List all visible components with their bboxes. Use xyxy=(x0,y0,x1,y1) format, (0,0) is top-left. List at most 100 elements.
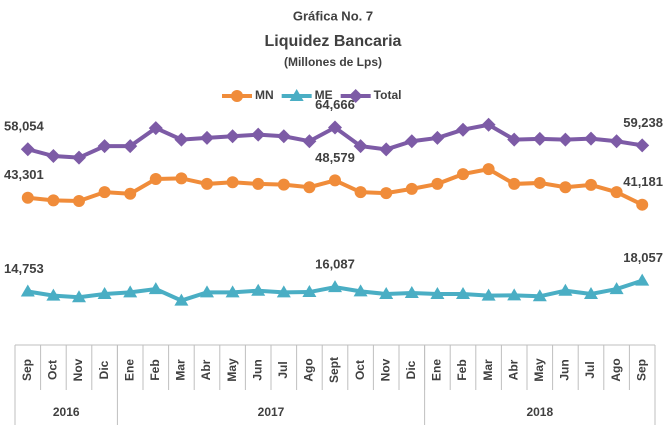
marker xyxy=(46,149,61,163)
x-tick-label: Sep xyxy=(20,359,34,381)
x-tick-label: Abr xyxy=(199,359,213,380)
marker xyxy=(508,177,521,190)
chart-pretitle: Gráfica No. 7 xyxy=(293,8,373,23)
year-label: 2017 xyxy=(258,405,285,419)
marker xyxy=(379,142,394,157)
x-tick-label: Jun xyxy=(558,359,572,380)
marker xyxy=(609,282,624,295)
x-tick-label: Mar xyxy=(174,359,188,381)
marker xyxy=(97,139,112,154)
marker xyxy=(47,194,60,207)
x-tick-label: Ago xyxy=(609,358,623,381)
marker xyxy=(507,288,522,301)
marker xyxy=(225,285,240,298)
marker xyxy=(200,130,214,145)
marker xyxy=(226,176,239,189)
marker xyxy=(457,168,469,181)
marker xyxy=(289,89,304,101)
legend-label: MN xyxy=(255,88,274,102)
legend-label: ME xyxy=(315,88,333,102)
marker xyxy=(636,198,649,211)
marker xyxy=(481,288,496,301)
marker xyxy=(72,290,86,303)
marker xyxy=(72,150,86,165)
marker xyxy=(559,181,572,194)
marker xyxy=(456,122,470,137)
x-tick-label: Dic xyxy=(97,360,111,379)
marker xyxy=(46,288,61,301)
marker xyxy=(430,287,445,299)
marker xyxy=(430,130,445,145)
marker xyxy=(123,285,138,298)
marker xyxy=(277,178,290,191)
marker xyxy=(20,284,35,297)
marker xyxy=(149,173,162,185)
marker xyxy=(124,187,137,200)
marker xyxy=(354,186,367,199)
marker xyxy=(329,174,341,187)
marker xyxy=(404,134,419,149)
marker xyxy=(558,132,573,147)
x-tick-label: Jul xyxy=(583,361,597,378)
year-label: 2016 xyxy=(53,405,80,419)
marker xyxy=(482,163,495,176)
marker xyxy=(584,131,598,146)
marker xyxy=(98,186,111,199)
marker xyxy=(252,177,265,190)
marker xyxy=(276,285,291,298)
marker xyxy=(558,283,573,296)
marker xyxy=(532,131,547,146)
marker xyxy=(353,139,368,154)
x-tick-label: Sept xyxy=(327,357,341,383)
x-tick-label: Jul xyxy=(276,361,290,378)
marker xyxy=(532,289,547,302)
marker xyxy=(302,134,317,149)
x-tick-label: May xyxy=(532,358,546,382)
marker xyxy=(302,285,317,298)
marker xyxy=(148,282,163,295)
data-label: 64,666 xyxy=(315,97,355,112)
marker xyxy=(481,117,496,132)
data-label: 16,087 xyxy=(315,257,355,272)
marker xyxy=(73,195,85,208)
marker xyxy=(328,280,342,293)
x-tick-label: Abr xyxy=(506,359,520,380)
marker xyxy=(609,134,624,149)
marker xyxy=(585,178,597,191)
x-tick-label: Nov xyxy=(71,358,85,381)
marker xyxy=(148,121,163,136)
x-tick-label: Nov xyxy=(378,358,392,381)
x-tick-label: Feb xyxy=(455,359,469,380)
year-label: 2018 xyxy=(526,405,553,419)
x-tick-label: Oct xyxy=(353,360,367,380)
chart-subtitle: (Millones de Lps) xyxy=(284,55,382,69)
marker xyxy=(251,283,266,296)
marker xyxy=(405,182,418,195)
marker xyxy=(21,191,34,204)
x-tick-label: Mar xyxy=(481,359,495,381)
marker xyxy=(379,287,394,299)
x-tick-label: Dic xyxy=(404,360,418,379)
x-tick-label: Ene xyxy=(122,359,136,381)
marker xyxy=(635,138,650,153)
marker xyxy=(174,132,189,147)
marker xyxy=(328,120,342,135)
x-tick-label: Ene xyxy=(430,359,444,381)
data-label: 59,238 xyxy=(623,115,663,130)
marker xyxy=(404,286,419,299)
marker xyxy=(251,127,266,142)
x-tick-label: Feb xyxy=(148,359,162,380)
marker xyxy=(225,129,240,144)
data-label: 14,753 xyxy=(4,261,44,276)
marker xyxy=(507,132,522,147)
data-label: 58,054 xyxy=(4,119,45,134)
x-tick-label: Sep xyxy=(634,359,648,381)
x-tick-label: Oct xyxy=(46,360,60,380)
x-tick-label: Jun xyxy=(250,359,264,380)
data-label: 43,301 xyxy=(4,167,44,182)
marker xyxy=(174,293,189,306)
marker xyxy=(610,186,623,199)
marker xyxy=(201,177,213,190)
chart-title: Liquidez Bancaria xyxy=(265,33,402,50)
